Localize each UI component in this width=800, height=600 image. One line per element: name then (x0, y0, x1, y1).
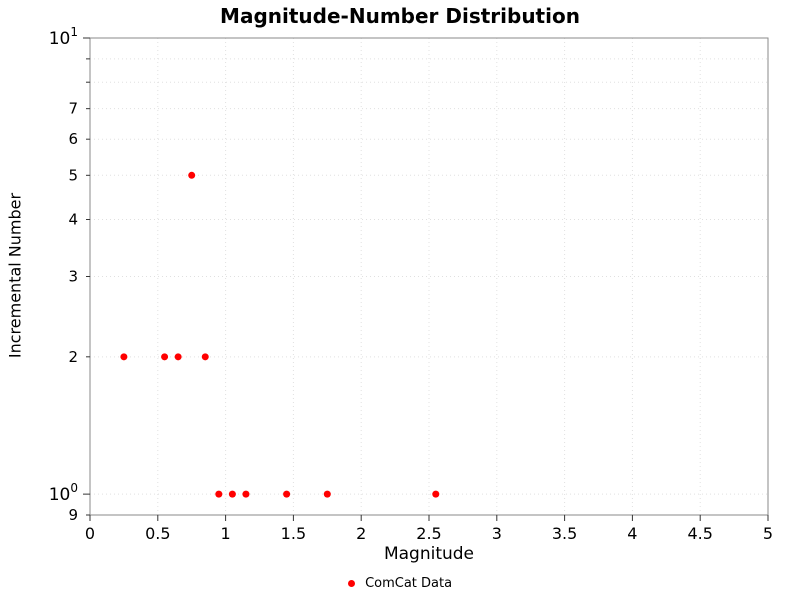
y-minor-tick-label: 2 (68, 348, 78, 366)
x-tick-label: 4.5 (687, 524, 712, 543)
y-minor-tick-label: 9 (68, 506, 78, 524)
y-axis-label: Incremental Number (5, 192, 25, 359)
y-minor-tick-label: 5 (68, 166, 78, 184)
data-point (215, 490, 223, 498)
legend: ComCat Data (0, 576, 800, 591)
y-major-tick-label: 100 (49, 481, 78, 505)
x-tick-label: 1 (221, 524, 231, 543)
y-minor-tick-label: 6 (68, 130, 78, 148)
y-minor-tick-label: 3 (68, 268, 78, 286)
x-tick-label: 0 (85, 524, 95, 543)
y-major-tick-label: 101 (49, 25, 78, 49)
legend-marker-icon (347, 580, 355, 587)
data-point (161, 353, 169, 361)
x-tick-label: 1.5 (281, 524, 306, 543)
data-point (120, 353, 128, 361)
legend-label: ComCat Data (365, 576, 453, 591)
data-point (242, 490, 250, 498)
chart-title: Magnitude-Number Distribution (220, 4, 580, 28)
x-axis-label: Magnitude (383, 544, 475, 564)
data-point (283, 490, 291, 498)
data-point (228, 490, 236, 498)
y-minor-tick-label: 7 (68, 100, 78, 118)
data-point (188, 171, 196, 179)
x-tick-label: 0.5 (145, 524, 170, 543)
data-point (174, 353, 182, 361)
x-tick-label: 2.5 (416, 524, 441, 543)
x-tick-label: 4 (627, 524, 637, 543)
data-point (201, 353, 209, 361)
y-minor-tick-label: 4 (68, 211, 78, 229)
data-point (323, 490, 331, 498)
x-tick-label: 5 (763, 524, 773, 543)
x-tick-label: 3.5 (552, 524, 577, 543)
x-tick-label: 2 (356, 524, 366, 543)
x-tick-label: 3 (492, 524, 502, 543)
data-point (432, 490, 440, 498)
